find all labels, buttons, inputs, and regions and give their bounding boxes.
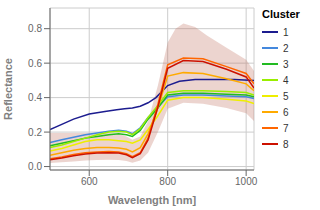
html-text:5: 5 — [283, 90, 289, 102]
svg-text:0.2: 0.2 — [28, 127, 42, 138]
svg-text:800: 800 — [159, 176, 176, 187]
svg-text:Wavelength [nm]: Wavelength [nm] — [108, 194, 197, 206]
svg-text:0.4: 0.4 — [28, 92, 42, 103]
html-text:7: 7 — [283, 122, 289, 134]
svg-text:Reflectance: Reflectance — [8, 58, 14, 120]
svg-text:0.8: 0.8 — [28, 23, 42, 34]
svg-text:0.0: 0.0 — [28, 161, 42, 172]
html-text:8: 8 — [283, 138, 289, 150]
svg-text:1000: 1000 — [235, 176, 258, 187]
svg-text:0.6: 0.6 — [28, 58, 42, 69]
html-text:6: 6 — [283, 106, 289, 118]
html-text:1: 1 — [283, 26, 289, 38]
svg-text:600: 600 — [81, 176, 98, 187]
html-text:Cluster: Cluster — [262, 8, 300, 20]
html-text:3: 3 — [283, 58, 289, 70]
html-text:4: 4 — [283, 74, 289, 86]
html-text:2: 2 — [283, 42, 289, 54]
